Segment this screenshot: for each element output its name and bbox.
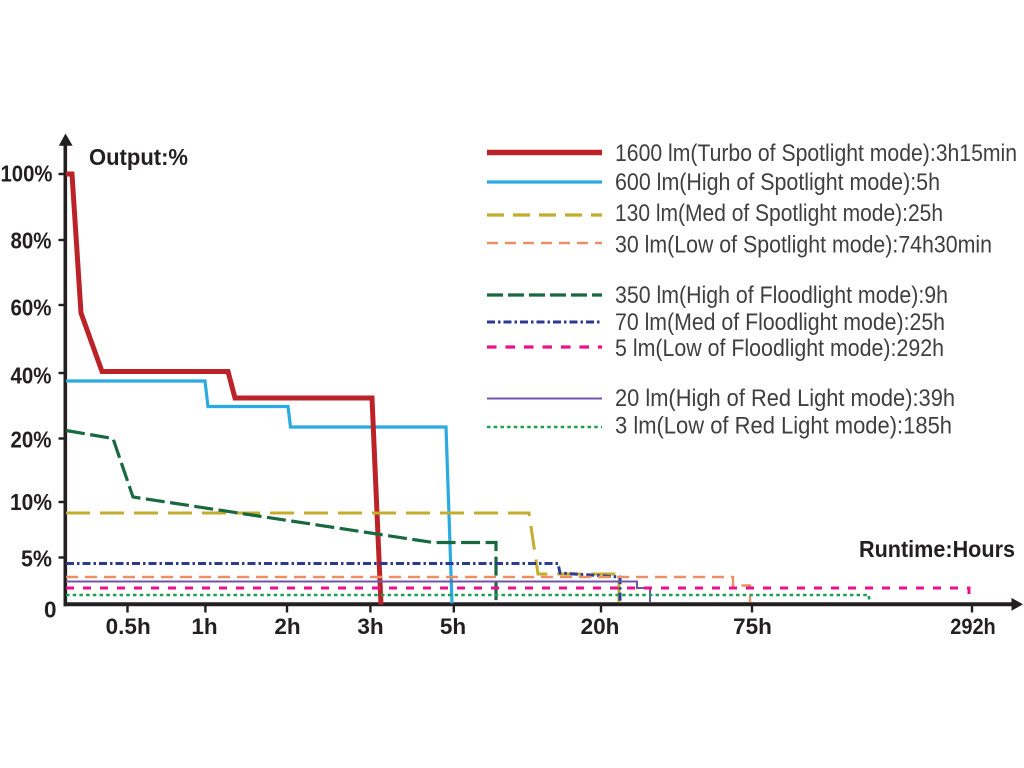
svg-text:3 lm(Low of Red Light mode):18: 3 lm(Low of Red Light mode):185h <box>615 413 952 440</box>
svg-text:350 lm(High of Floodlight mode: 350 lm(High of Floodlight mode):9h <box>615 282 948 309</box>
svg-text:30 lm(Low of Spotlight mode):7: 30 lm(Low of Spotlight mode):74h30min <box>615 232 992 259</box>
svg-text:10%: 10% <box>10 489 52 515</box>
svg-text:20h: 20h <box>581 614 620 639</box>
svg-text:40%: 40% <box>11 363 52 389</box>
svg-text:1h: 1h <box>191 614 217 639</box>
svg-text:Output:%: Output:% <box>89 144 188 170</box>
svg-text:292h: 292h <box>950 614 996 639</box>
svg-text:20 lm(High of Red Light mode):: 20 lm(High of Red Light mode):39h <box>615 385 955 412</box>
svg-text:130 lm(Med of Spotlight mode):: 130 lm(Med of Spotlight mode):25h <box>615 200 943 227</box>
svg-text:0.5h: 0.5h <box>106 614 151 639</box>
svg-text:3h: 3h <box>357 614 383 639</box>
svg-text:80%: 80% <box>11 228 52 254</box>
svg-text:70 lm(Med of Floodlight mode):: 70 lm(Med of Floodlight mode):25h <box>615 309 945 336</box>
svg-text:100%: 100% <box>1 161 53 187</box>
svg-text:20%: 20% <box>11 427 52 453</box>
svg-text:2h: 2h <box>274 614 300 639</box>
svg-text:60%: 60% <box>11 295 52 321</box>
svg-text:1600 lm(Turbo of Spotlight mod: 1600 lm(Turbo of Spotlight mode):3h15min <box>615 140 1017 167</box>
svg-text:600 lm(High of Spotlight mode): 600 lm(High of Spotlight mode):5h <box>615 169 940 196</box>
svg-text:0: 0 <box>44 597 57 623</box>
svg-text:Runtime:Hours: Runtime:Hours <box>859 536 1015 562</box>
svg-text:5h: 5h <box>440 614 466 639</box>
svg-text:5 lm(Low of Floodlight mode):2: 5 lm(Low of Floodlight mode):292h <box>615 335 944 362</box>
svg-text:75h: 75h <box>733 614 772 639</box>
svg-text:5%: 5% <box>21 546 52 572</box>
